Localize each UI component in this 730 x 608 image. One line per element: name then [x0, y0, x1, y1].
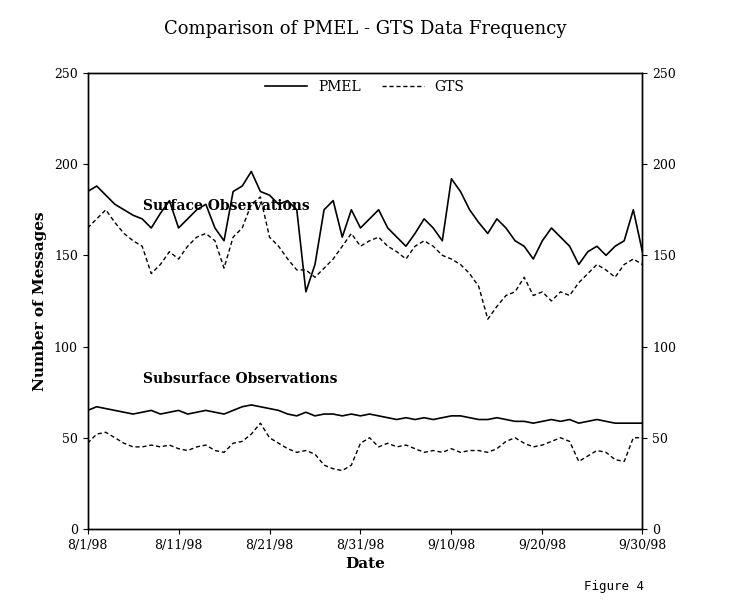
Title: Comparison of PMEL - GTS Data Frequency: Comparison of PMEL - GTS Data Frequency [164, 20, 566, 38]
GTS [365, 237, 374, 244]
GTS [583, 270, 592, 277]
PMEL [128, 212, 137, 219]
Text: Figure 4: Figure 4 [584, 580, 644, 593]
PMEL [438, 237, 447, 244]
PMEL [301, 288, 310, 295]
Text: Subsurface Observations: Subsurface Observations [143, 372, 337, 386]
Line: GTS: GTS [88, 197, 642, 319]
PMEL [374, 206, 383, 213]
Text: Surface Observations: Surface Observations [143, 199, 310, 213]
GTS [256, 193, 265, 201]
GTS [429, 243, 437, 250]
PMEL [83, 188, 92, 195]
GTS [193, 233, 201, 241]
Line: PMEL: PMEL [88, 171, 642, 292]
GTS [83, 224, 92, 232]
Legend: PMEL, GTS: PMEL, GTS [266, 80, 464, 94]
X-axis label: Date: Date [345, 558, 385, 572]
Y-axis label: Number of Messages: Number of Messages [33, 211, 47, 391]
PMEL [638, 248, 647, 255]
PMEL [193, 206, 201, 213]
GTS [638, 261, 647, 268]
GTS [483, 316, 492, 323]
GTS [228, 233, 237, 241]
PMEL [583, 248, 592, 255]
GTS [128, 237, 137, 244]
PMEL [247, 168, 255, 175]
PMEL [228, 188, 237, 195]
